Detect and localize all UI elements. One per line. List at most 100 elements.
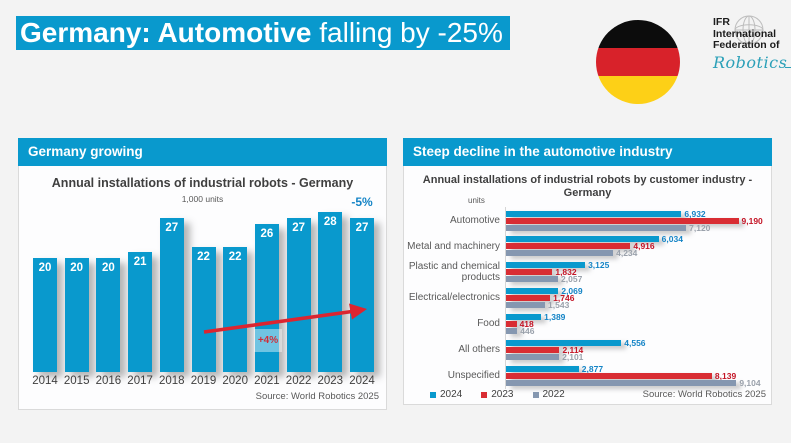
legend-item-2024: 2024 — [430, 389, 462, 400]
bar-2021 — [254, 223, 279, 372]
globe-icon — [734, 15, 764, 45]
bar-value-label-2020: 22 — [228, 250, 242, 263]
logo-robotics-script: Robotics — [713, 53, 791, 72]
category-label-all-others: All others — [458, 344, 500, 356]
x-axis-label-2017: 2017 — [127, 375, 153, 387]
category-label-unspecified: Unspecified — [447, 370, 500, 382]
legend-swatch-2023 — [481, 391, 488, 398]
slide-title-banner: Germany: Automotive falling by -25% — [16, 16, 510, 50]
x-axis-label-2015: 2015 — [63, 375, 90, 387]
right-chart-title-line2: Germany — [563, 187, 612, 199]
value-label-2024-food: 1,389 — [544, 312, 566, 323]
category-label-metal-and-machinery: Metal and machinery — [407, 240, 500, 252]
left-chart-panel: Germany growing Annual installations of … — [18, 138, 387, 410]
logo-line-ifr: IFR — [713, 16, 730, 28]
chart-legend: 2024 2023 2022 — [430, 389, 565, 400]
bar-2024 — [350, 218, 374, 372]
bar-value-label-2016: 20 — [101, 262, 115, 274]
bar-2023-metal-and-machinery — [506, 243, 631, 250]
bar-2014 — [33, 258, 57, 372]
germany-flag-icon — [596, 20, 680, 104]
bar-2022-plastic-and-chemical-products — [506, 276, 559, 283]
right-source-note: Source: World Robotics 2025 — [642, 389, 766, 400]
x-axis-label-2021: 2021 — [254, 375, 280, 387]
x-axis-label-2020: 2020 — [222, 375, 248, 387]
value-label-2022-metal-and-machinery: 4,234 — [616, 248, 638, 259]
legend-swatch-2022 — [532, 391, 539, 398]
bar-value-label-2022: 27 — [292, 222, 305, 235]
legend-label-2023: 2023 — [491, 389, 514, 400]
bar-value-label-2014: 20 — [38, 262, 52, 274]
value-label-2024-metal-and-machinery: 6,034 — [661, 234, 683, 245]
category-label-electrical-electronics: Electrical/electronics — [408, 292, 500, 304]
ifr-logo: IFR International Federation of Robotics — [713, 15, 791, 72]
bar-value-label-2019: 22 — [197, 250, 210, 263]
value-label-2023-metal-and-machinery: 4,916 — [633, 241, 655, 252]
x-axis-label-2022: 2022 — [285, 375, 312, 387]
bar-2024-automotive — [506, 210, 682, 217]
bar-value-label-2021: 26 — [260, 227, 274, 240]
legend-swatch-2024 — [430, 391, 436, 398]
bar-2022-all-others — [506, 354, 560, 360]
value-label-2023-unspecified: 8,139 — [714, 370, 737, 381]
bar-2022-food — [506, 328, 518, 335]
bar-2024-plastic-and-chemical-products — [506, 262, 586, 269]
x-axis-label-2019: 2019 — [190, 375, 217, 387]
value-label-2022-food: 446 — [520, 326, 535, 337]
bar-2019 — [191, 246, 216, 372]
bar-2023-unspecified — [506, 372, 712, 379]
left-source-note: Source: World Robotics 2025 — [255, 391, 379, 402]
value-label-2024-automotive: 6,932 — [684, 208, 706, 219]
trend-annotation: +4% — [254, 329, 282, 352]
bar-2017 — [128, 252, 153, 372]
units-axis-label: units — [468, 196, 485, 205]
x-axis-label-2024: 2024 — [349, 375, 375, 387]
trend-arrow-icon — [203, 303, 367, 334]
value-label-2023-all-others: 2,114 — [562, 345, 584, 355]
value-label-2024-unspecified: 2,877 — [581, 363, 604, 374]
category-label-plastic-and-chemical-products: Plastic and chemical products — [408, 260, 500, 284]
slide-title-regular: falling by -25% — [311, 17, 503, 48]
bar-value-label-2017: 21 — [133, 256, 147, 269]
legend-label-2024: 2024 — [440, 389, 463, 400]
x-axis-label-2016: 2016 — [95, 375, 122, 387]
bar-2022-electrical-electronics — [506, 302, 546, 309]
legend-item-2022: 2022 — [532, 389, 565, 400]
bar-2023-electrical-electronics — [506, 295, 551, 302]
last-bar-annotation: -5% — [351, 195, 373, 209]
value-label-2022-all-others: 2,101 — [562, 352, 584, 362]
value-label-2024-electrical-electronics: 2,069 — [561, 286, 583, 297]
bar-2022-automotive — [506, 224, 687, 231]
bar-2024-metal-and-machinery — [506, 236, 659, 243]
bar-2023-food — [506, 321, 517, 328]
bar-2016 — [96, 258, 121, 372]
legend-label-2022: 2022 — [542, 389, 565, 400]
bar-value-label-2018: 27 — [165, 222, 179, 235]
value-label-2022-automotive: 7,120 — [689, 222, 711, 233]
bar-2023 — [318, 212, 343, 372]
bar-2023-all-others — [506, 347, 560, 353]
bar-value-label-2015: 20 — [70, 262, 84, 274]
category-label-food: Food — [477, 318, 500, 330]
bar-2024-food — [506, 314, 542, 321]
value-label-2023-electrical-electronics: 1,746 — [553, 293, 575, 304]
bar-2023-plastic-and-chemical-products — [506, 269, 553, 276]
legend-item-2023: 2023 — [481, 389, 514, 400]
bar-value-label-2024: 27 — [355, 222, 369, 235]
x-axis-label-2014: 2014 — [32, 375, 58, 387]
bar-value-label-2023: 28 — [323, 216, 337, 229]
bar-2024-electrical-electronics — [506, 288, 559, 295]
value-label-2024-plastic-and-chemical-products: 3,125 — [588, 260, 610, 271]
left-chart-subtitle: 1,000 units — [181, 194, 224, 204]
logo-line-federation: Federation of — [713, 39, 780, 51]
logo-line-international: International — [713, 27, 777, 40]
bar-2022-unspecified — [506, 379, 737, 386]
bar-2015 — [64, 258, 89, 372]
left-chart-title: Annual installations of industrial robot… — [51, 176, 354, 190]
x-axis-label-2018: 2018 — [159, 375, 185, 387]
value-label-2022-unspecified: 9,104 — [739, 377, 761, 388]
bar-2022 — [286, 218, 311, 372]
value-label-2023-food: 418 — [519, 319, 534, 330]
right-chart-title-line1: Annual installations of industrial robot… — [422, 174, 753, 186]
bar-2024-unspecified — [506, 365, 579, 372]
